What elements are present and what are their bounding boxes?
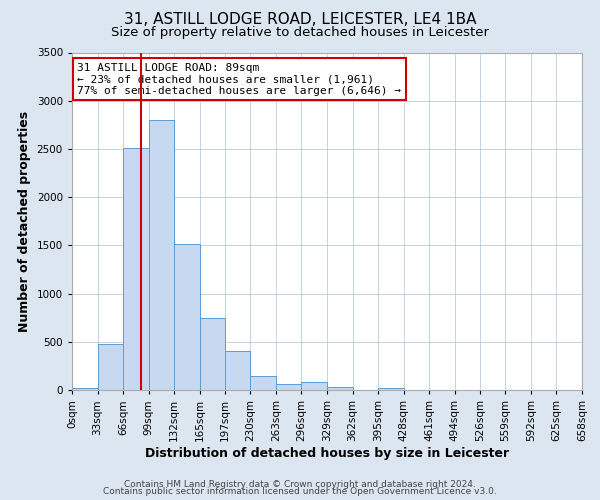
Bar	[149, 120, 175, 390]
Text: 31, ASTILL LODGE ROAD, LEICESTER, LE4 1BA: 31, ASTILL LODGE ROAD, LEICESTER, LE4 1B…	[124, 12, 476, 28]
X-axis label: Distribution of detached houses by size in Leicester: Distribution of detached houses by size …	[145, 446, 509, 460]
Text: 31 ASTILL LODGE ROAD: 89sqm
← 23% of detached houses are smaller (1,961)
77% of : 31 ASTILL LODGE ROAD: 89sqm ← 23% of det…	[77, 62, 401, 96]
Bar	[378, 388, 404, 390]
Y-axis label: Number of detached properties: Number of detached properties	[18, 110, 31, 332]
Bar	[224, 352, 250, 390]
Bar	[301, 382, 327, 390]
Bar	[123, 148, 149, 390]
Text: Contains HM Land Registry data © Crown copyright and database right 2024.: Contains HM Land Registry data © Crown c…	[124, 480, 476, 489]
Bar	[98, 344, 123, 390]
Bar	[327, 387, 353, 390]
Text: Size of property relative to detached houses in Leicester: Size of property relative to detached ho…	[111, 26, 489, 39]
Bar	[72, 388, 98, 390]
Text: Contains public sector information licensed under the Open Government Licence v3: Contains public sector information licen…	[103, 488, 497, 496]
Bar	[200, 318, 224, 390]
Bar	[250, 376, 276, 390]
Bar	[276, 384, 301, 390]
Bar	[175, 244, 200, 390]
